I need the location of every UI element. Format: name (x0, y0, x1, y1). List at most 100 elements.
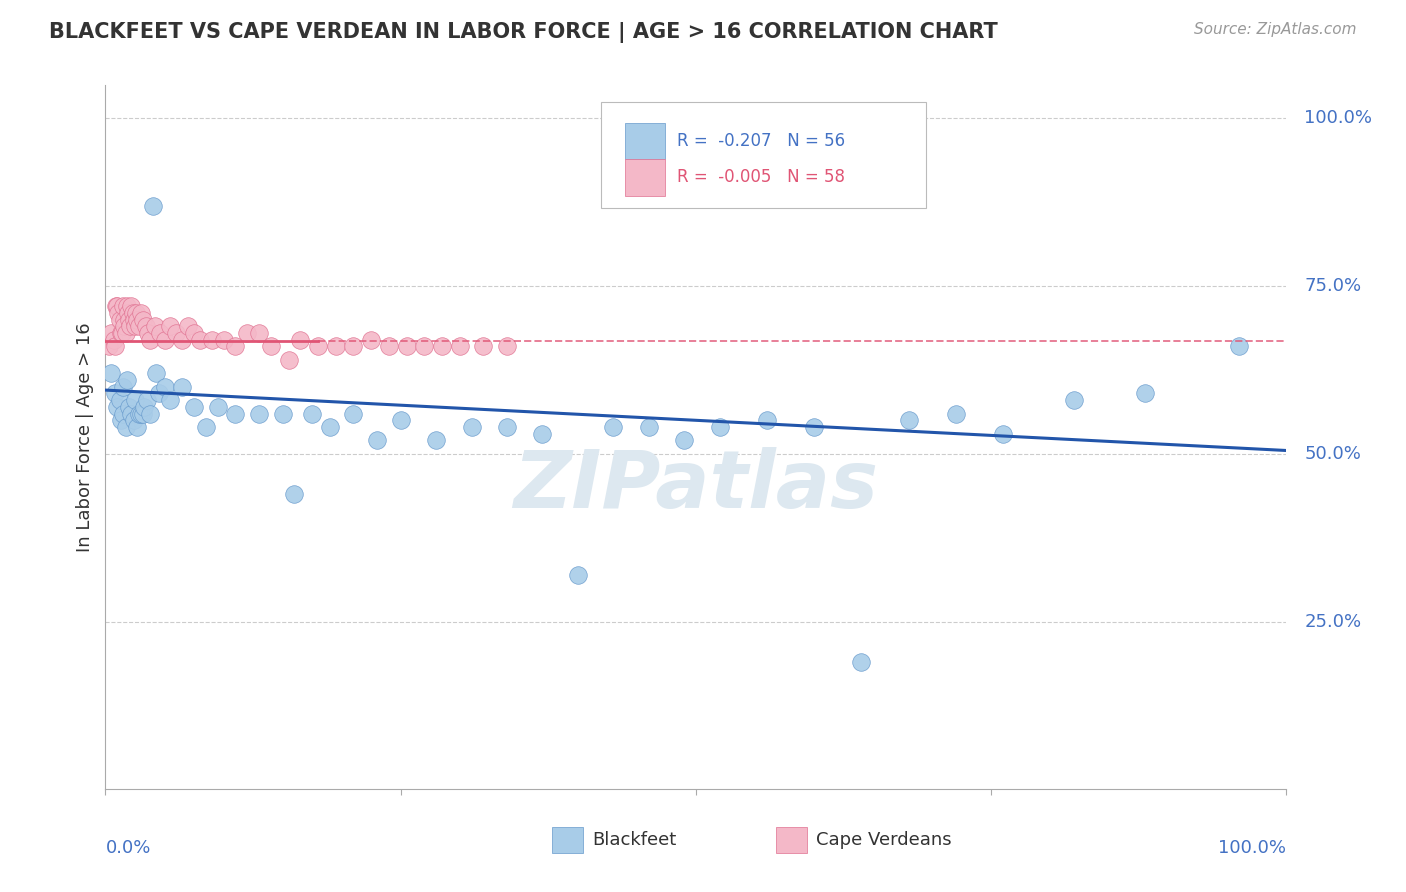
Point (460, 420, 482, 434)
Point (127, 312, 149, 326)
Point (100, 326, 122, 340)
Point (325, 339, 347, 353)
Point (118, 312, 141, 326)
FancyBboxPatch shape (776, 828, 807, 853)
Point (128, 319, 150, 334)
Point (183, 326, 205, 340)
Point (143, 319, 166, 334)
Point (567, 567, 589, 582)
Point (132, 312, 155, 326)
Point (342, 339, 364, 353)
Point (709, 420, 731, 434)
Text: R =  -0.207   N = 56: R = -0.207 N = 56 (678, 132, 845, 150)
Point (136, 326, 159, 340)
Point (803, 420, 825, 434)
Y-axis label: In Labor Force | Age > 16: In Labor Force | Age > 16 (76, 322, 94, 552)
Point (188, 333, 211, 347)
Text: Blackfeet: Blackfeet (592, 831, 676, 849)
Text: 0.0%: 0.0% (105, 838, 150, 856)
Point (1227, 339, 1250, 353)
Point (129, 407, 152, 421)
Point (122, 413, 145, 427)
Text: 100.0%: 100.0% (1305, 110, 1372, 128)
Point (637, 420, 659, 434)
Point (1063, 393, 1085, 408)
Text: Cape Verdeans: Cape Verdeans (817, 831, 952, 849)
Point (472, 339, 495, 353)
Point (360, 333, 382, 347)
Point (194, 420, 217, 434)
Point (159, 319, 181, 334)
Point (153, 333, 176, 347)
Point (366, 434, 388, 448)
Point (134, 400, 156, 414)
Point (496, 420, 519, 434)
Point (145, 367, 167, 381)
Point (135, 319, 157, 334)
Point (183, 400, 205, 414)
Point (165, 326, 187, 340)
Point (1133, 386, 1156, 401)
Point (207, 400, 229, 414)
Point (107, 306, 129, 320)
Point (413, 339, 436, 353)
Point (283, 487, 305, 501)
Point (212, 333, 235, 347)
Point (277, 352, 299, 367)
Point (142, 198, 165, 212)
Point (673, 434, 696, 448)
Point (271, 407, 294, 421)
Point (430, 339, 453, 353)
Point (122, 312, 145, 326)
Point (247, 407, 270, 421)
Text: Source: ZipAtlas.com: Source: ZipAtlas.com (1194, 22, 1357, 37)
Text: R =  -0.005   N = 58: R = -0.005 N = 58 (678, 169, 845, 186)
Point (148, 386, 170, 401)
Point (108, 312, 131, 326)
Point (112, 407, 135, 421)
Point (247, 326, 270, 340)
FancyBboxPatch shape (602, 103, 927, 208)
Point (120, 299, 142, 313)
Point (115, 299, 138, 313)
Point (111, 326, 134, 340)
Point (307, 339, 329, 353)
Point (110, 413, 132, 427)
Text: 100.0%: 100.0% (1219, 838, 1286, 856)
Point (132, 407, 155, 421)
Point (945, 407, 967, 421)
Point (125, 306, 148, 320)
Point (201, 333, 224, 347)
Point (177, 319, 200, 334)
Point (112, 299, 135, 313)
Point (897, 413, 920, 427)
Point (117, 306, 139, 320)
Point (319, 420, 342, 434)
Point (236, 326, 259, 340)
Point (755, 413, 778, 427)
Point (991, 426, 1014, 441)
Text: 50.0%: 50.0% (1305, 445, 1361, 463)
Text: BLACKFEET VS CAPE VERDEAN IN LABOR FORCE | AGE > 16 CORRELATION CHART: BLACKFEET VS CAPE VERDEAN IN LABOR FORCE… (49, 22, 998, 44)
Point (114, 326, 136, 340)
Point (98, 339, 121, 353)
Point (115, 373, 138, 387)
Point (114, 420, 136, 434)
Point (104, 339, 127, 353)
Point (172, 333, 194, 347)
Point (105, 299, 128, 313)
Point (260, 339, 283, 353)
Point (342, 407, 364, 421)
Point (224, 339, 246, 353)
Point (118, 400, 141, 414)
Point (496, 339, 519, 353)
Point (103, 333, 125, 347)
Point (425, 434, 447, 448)
Point (224, 407, 246, 421)
Point (120, 319, 142, 334)
Point (449, 339, 471, 353)
Point (121, 306, 143, 320)
Point (290, 333, 312, 347)
Point (105, 299, 128, 313)
Point (301, 407, 323, 421)
